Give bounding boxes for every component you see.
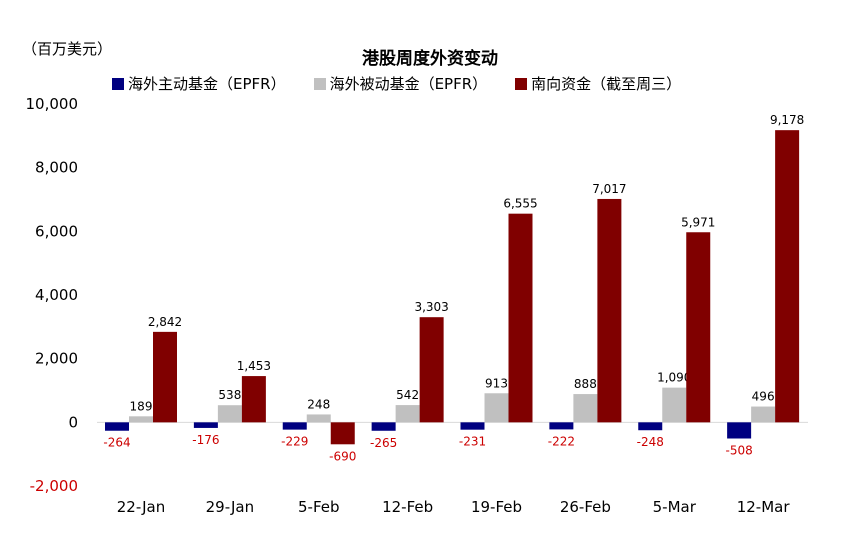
data-label: 189 [130,399,153,413]
data-label: 248 [307,397,330,411]
y-tick-label: 0 [68,413,78,431]
bar-active [105,422,129,431]
data-label: 496 [752,390,775,404]
unit-label: （百万美元） [22,40,113,58]
bar-southbound [686,232,711,423]
data-label: 7,017 [592,182,626,196]
bar-southbound [775,130,800,423]
data-label: -231 [459,435,486,449]
legend-label-passive: 海外被动基金（EPFR） [329,75,488,93]
bar-active [727,422,752,439]
y-tick-label: 10,000 [26,95,79,113]
bar-passive [129,416,153,423]
data-label: 5,971 [681,215,715,229]
bar-southbound [597,198,622,423]
data-label: 888 [574,377,597,391]
data-label: 913 [485,376,508,390]
bar-active [638,422,663,431]
x-tick-label: 5-Feb [298,498,340,516]
x-tick-label: 12-Mar [737,498,791,516]
data-label: 2,842 [148,315,182,329]
y-tick-label: 2,000 [35,350,78,368]
legend-item-southbound: 南向资金（截至周三） [515,73,681,94]
data-label: 9,178 [770,113,804,127]
bar-passive [217,405,242,423]
y-tick-label: 6,000 [35,222,78,240]
legend-item-active: 海外主动基金（EPFR） [112,73,286,94]
data-label: -690 [329,449,356,463]
x-tick-label: 22-Jan [117,498,165,516]
bar-southbound [153,331,177,423]
x-tick-label: 26-Feb [560,498,611,516]
data-label: -248 [637,435,664,449]
data-label: -176 [192,433,219,447]
bar-southbound [508,213,533,423]
chart-title: 港股周度外资变动 [362,49,498,69]
data-label: 542 [396,388,419,402]
bar-active [193,422,218,428]
y-tick-label: 8,000 [35,159,78,177]
bar-active [549,422,574,430]
legend-item-passive: 海外被动基金（EPFR） [313,73,488,94]
bar-southbound [330,422,355,445]
bar-southbound [419,317,444,423]
x-tick-label: 29-Jan [206,498,254,516]
y-tick-label: -2,000 [30,477,78,495]
legend-swatch-passive [313,77,326,90]
legend: 海外主动基金（EPFR） 海外被动基金（EPFR） 南向资金（截至周三） [112,73,709,94]
bar-active [460,422,485,430]
legend-label-southbound: 南向资金（截至周三） [531,75,682,93]
bar-active [371,422,396,431]
x-tick-label: 19-Feb [471,498,522,516]
bar-southbound [241,376,266,423]
bar-passive [662,387,687,423]
data-label: 1,453 [237,359,271,373]
x-tick-label: 5-Mar [653,498,697,516]
y-tick-label: 4,000 [35,286,78,304]
data-label: -222 [548,434,575,448]
x-tick-label: 12-Feb [382,498,433,516]
bar-passive [306,414,331,423]
legend-swatch-active [112,77,124,90]
data-label: -508 [726,444,753,458]
data-label: -265 [370,436,397,450]
data-label: 6,555 [503,197,537,211]
data-label: -229 [281,435,308,449]
bar-active [282,422,307,430]
bar-passive [573,394,598,423]
legend-swatch-southbound [515,77,528,90]
data-label: -264 [103,436,130,450]
data-label: 538 [218,388,241,402]
legend-label-active: 海外主动基金（EPFR） [128,75,286,93]
data-label: 1,090 [657,371,691,385]
bar-passive [484,393,509,423]
data-label: 3,303 [414,300,448,314]
bar-passive [751,406,776,423]
bar-passive [395,405,420,423]
